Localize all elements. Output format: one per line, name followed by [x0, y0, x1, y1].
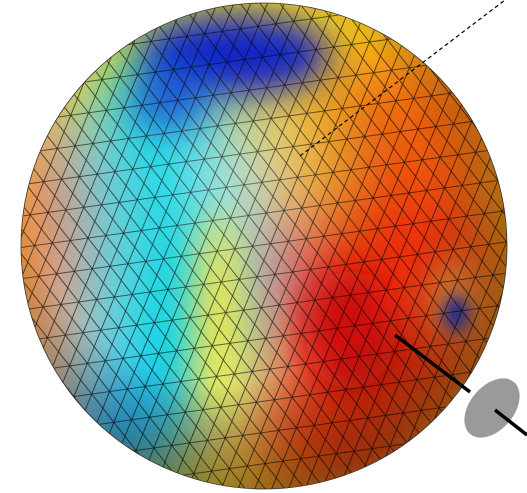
solid-axis-end — [493, 408, 527, 437]
shading — [21, 3, 507, 489]
disc — [464, 378, 520, 438]
sphere-outline — [20, 2, 508, 490]
solid-axis — [393, 333, 472, 394]
dashed-axis — [299, 0, 506, 157]
